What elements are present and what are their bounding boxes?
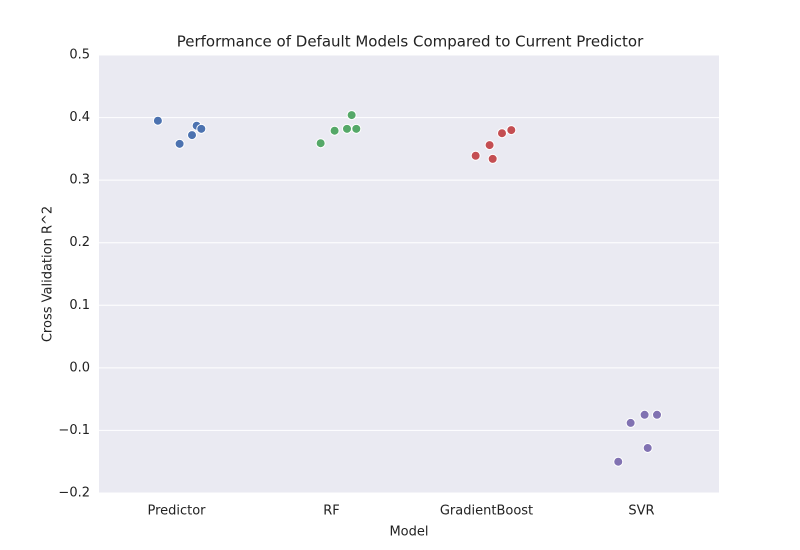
point [484,140,495,151]
y-tick-label: −0.1 [58,423,90,438]
y-tick-label: 0.4 [69,110,90,125]
point [346,110,357,121]
grid [99,54,719,494]
point [315,138,326,149]
point [152,115,163,126]
plot-area [99,55,719,493]
y-tick-label: 0.5 [69,48,90,63]
y-tick-label: 0.2 [69,235,90,250]
point [613,456,624,467]
x-tick-label: RF [323,504,340,519]
x-tick-label: GradientBoost [440,504,533,519]
x-tick-label: SVR [628,504,654,519]
point [652,409,662,420]
point [487,153,498,164]
y-tick-label: 0.1 [69,298,90,313]
point [329,125,340,136]
point [196,123,207,134]
point [342,123,352,134]
point [506,125,517,136]
point [470,150,481,161]
point [187,130,197,141]
y-tick-label: 0.3 [69,173,90,188]
y-axis-label: Cross Validation R^2 [41,206,56,342]
y-tick-label: 0.0 [69,360,90,375]
point [639,409,650,420]
point [642,442,653,453]
point [497,128,507,139]
point [351,123,362,134]
x-axis-label: Model [389,525,428,540]
point [625,417,636,428]
x-tick-label: Predictor [147,504,206,519]
y-tick-label: −0.2 [58,486,90,501]
chart-title: Performance of Default Models Compared t… [177,33,644,51]
point [174,138,185,149]
